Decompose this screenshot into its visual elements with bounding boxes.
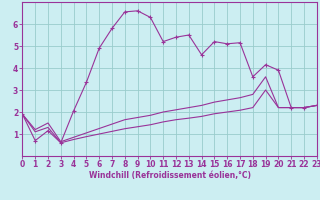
X-axis label: Windchill (Refroidissement éolien,°C): Windchill (Refroidissement éolien,°C) <box>89 171 251 180</box>
